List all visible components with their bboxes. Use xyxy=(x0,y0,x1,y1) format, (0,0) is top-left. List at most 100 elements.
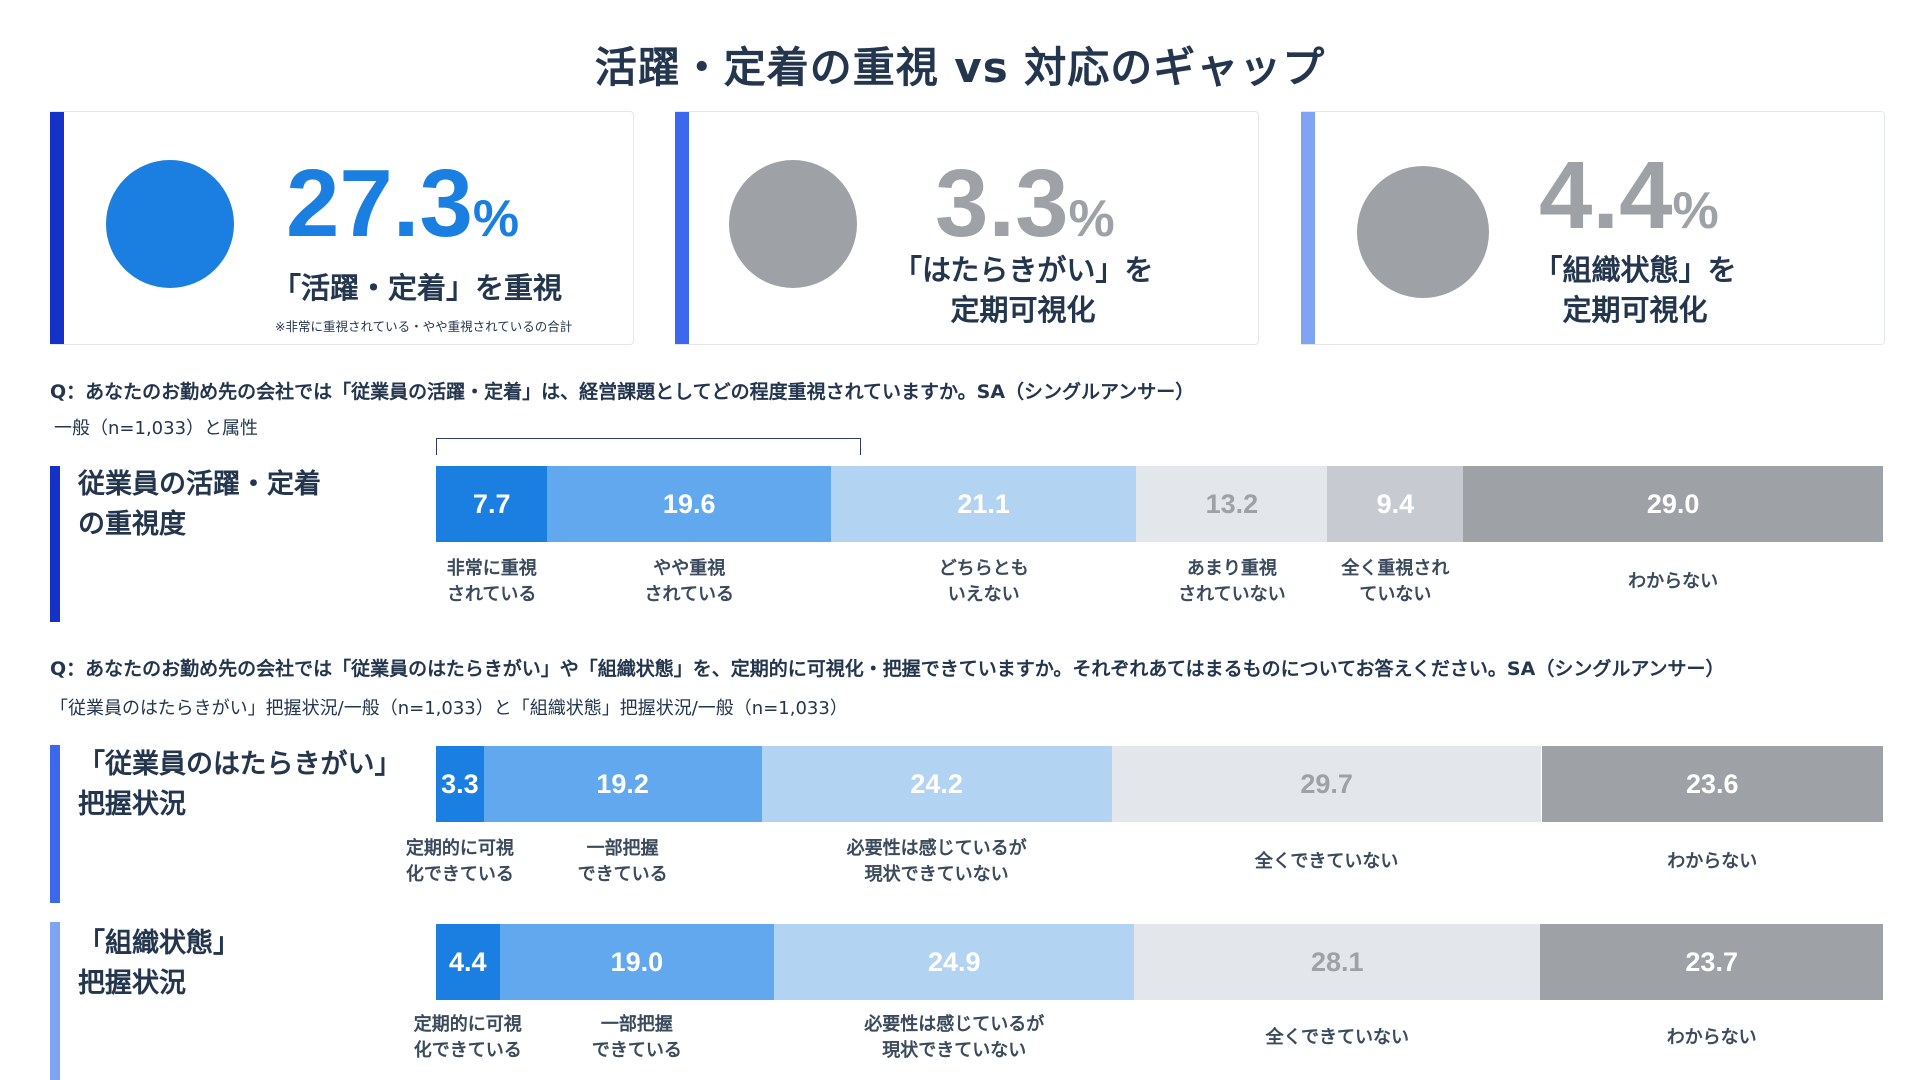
row-accent xyxy=(50,745,60,903)
category-label: 必要性は感じているが 現状できていない xyxy=(864,1012,1044,1064)
card-accent xyxy=(1301,112,1315,344)
category-label-line: 非常に重視 xyxy=(446,558,537,579)
category-label-line: されている xyxy=(644,584,734,605)
bar-segment: 3.3 xyxy=(436,746,484,822)
category-label-line: わからない xyxy=(1666,1027,1757,1048)
row-label-line2: 把握状況 xyxy=(78,968,186,999)
row-label-line2: 把握状況 xyxy=(78,789,186,820)
category-label-line: いえない xyxy=(947,584,1020,605)
data-label: 19.6 xyxy=(662,488,716,519)
category-label-line: されていない xyxy=(1178,584,1286,605)
category-label-line: わからない xyxy=(1667,851,1758,872)
category-label-line: あまり重視 xyxy=(1186,558,1277,579)
card-label-line2: 定期可視化 xyxy=(1562,293,1708,327)
data-label: 23.7 xyxy=(1685,946,1738,977)
category-label-line: 必要性は感じているが xyxy=(846,838,1027,859)
row-label-line1: 「組織状態」 xyxy=(78,928,240,959)
card-value-unit: % xyxy=(1672,182,1719,240)
category-label-line: 一部把握 xyxy=(600,1014,673,1035)
category-label-line: 定期的に可視 xyxy=(405,838,514,859)
bar-segment: 19.2 xyxy=(483,746,762,822)
data-label: 29.0 xyxy=(1646,488,1700,519)
row-label: 「組織状態」 把握状況 xyxy=(78,924,240,1004)
category-label: やや重視 されている xyxy=(644,556,733,608)
bar-segment: 4.4 xyxy=(436,924,500,1000)
bar-segment: 23.6 xyxy=(1541,746,1883,822)
row-accent xyxy=(50,466,60,622)
category-label: 一部把握 できている xyxy=(578,836,668,888)
question-2: Q：あなたのお勤め先の会社では「従業員のはたらきがい」や「組織状態」を、定期的に… xyxy=(50,658,1725,680)
data-label: 4.4 xyxy=(449,946,487,977)
data-label: 7.7 xyxy=(472,488,511,519)
data-label: 13.2 xyxy=(1205,488,1259,519)
category-label-line: できている xyxy=(577,864,668,885)
circle-icon xyxy=(729,160,857,288)
category-label: わからない xyxy=(1667,849,1757,875)
category-label: 非常に重視されている xyxy=(447,556,537,608)
subtitle-1: 一般（n=1,033）と属性 xyxy=(54,418,259,439)
bar-segment: 24.9 xyxy=(774,924,1135,1000)
data-label: 24.9 xyxy=(927,946,981,977)
category-label-line: やや重視 xyxy=(653,558,726,579)
category-label: 全く重視され ていない xyxy=(1341,556,1449,608)
category-label-line: どちらとも xyxy=(938,558,1029,579)
bar-segment: 24.2 xyxy=(761,746,1112,822)
row-label-line2: の重視度 xyxy=(78,509,186,540)
data-label: 24.2 xyxy=(910,768,963,799)
bar-segment: 13.2 xyxy=(1136,466,1328,542)
card-value-unit: % xyxy=(1068,190,1115,248)
category-label-line: 化できている xyxy=(405,864,514,885)
row-label: 「従業員のはたらきがい」 把握状況 xyxy=(78,745,401,825)
data-label: 19.2 xyxy=(596,768,649,799)
row-label-line1: 従業員の活躍・定着 xyxy=(78,469,321,500)
row-label-line1: 「従業員のはたらきがい」 xyxy=(78,749,402,780)
category-label-line: されている xyxy=(446,584,537,605)
category-label: わからない xyxy=(1667,1025,1757,1051)
category-label: 必要性は感じているが 現状できていない xyxy=(847,836,1027,888)
card-label-line1: 「組織状態」を xyxy=(1533,253,1737,287)
bar-segment: 19.6 xyxy=(547,466,832,542)
circle-icon xyxy=(106,160,234,288)
bar-segment: 9.4 xyxy=(1327,466,1464,542)
card-note: ※非常に重視されている・やや重視されているの合計 xyxy=(275,319,573,334)
card-value-unit: % xyxy=(472,190,520,248)
data-label: 29.7 xyxy=(1300,768,1353,799)
category-label-line: 現状できていない xyxy=(864,864,1009,885)
row-accent xyxy=(50,922,60,1080)
stacked-bar-activity: 7.7 19.6 21.1 13.2 9.4 29.0 xyxy=(436,466,1883,542)
category-label-line: 化できている xyxy=(413,1040,522,1061)
category-label: 定期的に可視 化できている xyxy=(414,1012,522,1064)
question-1: Q：あなたのお勤め先の会社では「従業員の活躍・定着」は、経営課題としてどの程度重… xyxy=(50,381,1195,403)
stacked-bar-organization: 4.4 19.0 24.9 28.1 23.7 xyxy=(436,924,1883,1000)
bar-segment: 23.7 xyxy=(1540,924,1883,1000)
category-label-line: 全く重視され xyxy=(1341,558,1450,579)
category-label-line: わからない xyxy=(1628,571,1719,592)
category-label-line: 一部把握 xyxy=(586,838,659,859)
card-value: 27.3% xyxy=(286,156,519,267)
bar-segment: 29.7 xyxy=(1111,746,1542,822)
row-label: 従業員の活躍・定着 の重視度 xyxy=(78,465,321,545)
category-label: わからない xyxy=(1628,569,1718,595)
category-label-line: ていない xyxy=(1359,584,1432,605)
bracket-marker xyxy=(436,438,861,455)
card-value-number: 27.3 xyxy=(286,150,473,257)
bar-segment: 29.0 xyxy=(1463,466,1883,542)
data-label: 23.6 xyxy=(1685,768,1739,799)
summary-card-activity: 27.3% 「活躍・定着」を重視 ※非常に重視されている・やや重視されているの合… xyxy=(50,111,634,345)
category-label: 全くできていない xyxy=(1266,1025,1409,1051)
card-value-number: 3.3 xyxy=(935,150,1069,257)
data-label: 28.1 xyxy=(1311,946,1364,977)
bar-segment: 28.1 xyxy=(1134,924,1541,1000)
category-label-line: できている xyxy=(591,1040,682,1061)
category-label: どちらとも いえない xyxy=(939,556,1029,608)
category-label: 一部把握 できている xyxy=(592,1012,682,1064)
summary-card-engagement: 3.3% 「はたらきがい」を 定期可視化 xyxy=(675,111,1259,345)
card-label: 「活躍・定着」を重視 xyxy=(272,271,563,305)
category-label: あまり重視されていない xyxy=(1178,556,1285,608)
category-label: 全くできていない xyxy=(1255,849,1398,875)
category-label-line: 現状できていない xyxy=(882,1040,1027,1061)
card-value: 4.4% xyxy=(1539,148,1719,259)
card-label-line2: 定期可視化 xyxy=(950,293,1096,327)
category-label-line: 必要性は感じているが xyxy=(864,1014,1045,1035)
category-label-line: 全くできていない xyxy=(1254,851,1399,872)
